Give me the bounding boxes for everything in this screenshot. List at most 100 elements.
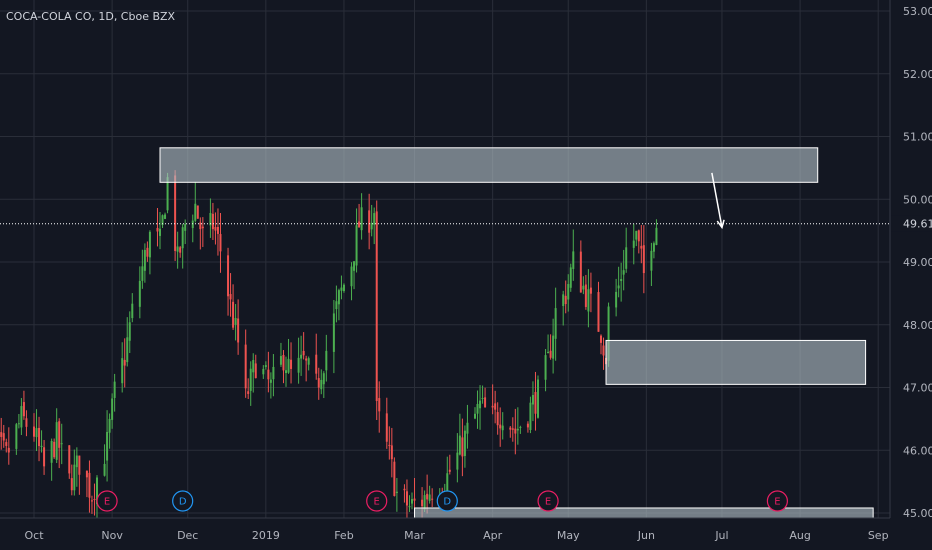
candle-body [15, 424, 18, 449]
candle-body [509, 427, 512, 430]
candle-body [403, 488, 406, 491]
zone-rectangle[interactable] [159, 147, 819, 183]
candle-body [93, 498, 96, 500]
candle-body [617, 285, 620, 289]
candle-body [90, 500, 93, 502]
time-tick-label: Apr [483, 529, 503, 542]
candle-body [252, 359, 255, 373]
candle-body [78, 455, 81, 475]
candle-body [254, 363, 257, 379]
candle-body [159, 228, 161, 236]
candle-body [43, 447, 46, 467]
candle-body [17, 423, 20, 425]
event-letter: D [443, 497, 451, 508]
candle-body [320, 379, 323, 390]
candle-body [106, 431, 109, 461]
candle-body [531, 395, 534, 405]
candle-body [108, 418, 111, 433]
last-price-tag [891, 215, 932, 232]
candle-body [466, 422, 469, 434]
candle-body [350, 266, 353, 287]
candle-body [519, 426, 522, 428]
candle-body [547, 351, 550, 354]
earnings-marker[interactable]: E [766, 490, 789, 512]
zone-rectangle[interactable] [414, 507, 874, 519]
candle-body [201, 226, 204, 229]
candle-body [491, 405, 494, 408]
candle-body [305, 358, 308, 361]
candle-body [315, 354, 318, 374]
candle-body [7, 447, 10, 453]
candle-body [269, 379, 272, 383]
dividend-marker[interactable]: D [436, 490, 458, 512]
time-tick-label: Dec [177, 529, 198, 542]
candle-body [544, 355, 547, 380]
candle-body [302, 350, 305, 356]
candle-body [635, 230, 638, 240]
candle-body [174, 175, 177, 251]
candle-body [209, 212, 212, 226]
candle-body [413, 498, 416, 501]
earnings-marker[interactable]: E [537, 490, 559, 512]
candle-body [264, 365, 267, 368]
zones[interactable] [159, 147, 874, 519]
candle-body [637, 230, 640, 242]
candle-body [103, 463, 106, 476]
candle-body [38, 427, 41, 447]
candle-body [70, 478, 73, 491]
candle-body [181, 227, 184, 249]
candle-body [582, 285, 585, 290]
price-tick-label: 45.00 [903, 507, 932, 520]
candle-body [456, 452, 459, 470]
time-tick-label: Mar [404, 529, 425, 542]
candle-body [111, 398, 114, 420]
candle-body [564, 295, 567, 305]
candle-body [113, 381, 116, 398]
arrow-shaft[interactable] [711, 172, 723, 228]
candle-body [247, 391, 250, 394]
candle-body [587, 289, 590, 312]
candle-body [602, 345, 605, 356]
price-tick-label: 53.00 [903, 5, 932, 18]
dividend-marker[interactable]: D [172, 490, 194, 512]
candle-body [282, 354, 285, 371]
candle-body [0, 432, 3, 437]
price-axis-background [890, 0, 932, 550]
time-axis[interactable]: Oct Nov Dec 2019 Feb Mar Apr May Jun Jul Aug Sep [24, 529, 888, 542]
candle-body [373, 213, 376, 225]
candle-body [337, 290, 340, 305]
candle-body [353, 261, 356, 271]
earnings-marker[interactable]: E [366, 490, 388, 512]
arrow-annotation[interactable] [711, 172, 725, 230]
last-price-label: 49.61 [903, 218, 932, 231]
candle-body [272, 366, 275, 380]
candle-body [176, 246, 179, 252]
candle-body [625, 247, 628, 269]
candle-body [607, 306, 610, 361]
candle-body [426, 493, 429, 500]
candle-body [481, 397, 484, 399]
candle-body [335, 301, 338, 310]
zone-rectangle[interactable] [605, 339, 867, 385]
candle-body [123, 359, 126, 366]
event-circle [537, 490, 559, 512]
time-tick-label: Jun [637, 529, 655, 542]
candle-body [552, 335, 555, 359]
event-circle [172, 490, 194, 512]
candle-body [33, 426, 35, 437]
candle-body [458, 435, 461, 455]
candle-body [567, 284, 570, 300]
candle-body [448, 469, 451, 472]
candle-body [549, 350, 552, 358]
price-tick-label: 52.00 [903, 68, 932, 81]
candle-body [262, 368, 265, 375]
price-axis[interactable]: 53.00 52.00 51.00 50.00 49.00 48.00 47.00 46.00… [891, 5, 932, 520]
candle-body [131, 303, 134, 319]
candle-body [184, 224, 187, 231]
candles [0, 170, 658, 525]
earnings-marker[interactable]: E [96, 490, 118, 512]
candle-body [537, 379, 539, 418]
candle-body [287, 358, 290, 373]
